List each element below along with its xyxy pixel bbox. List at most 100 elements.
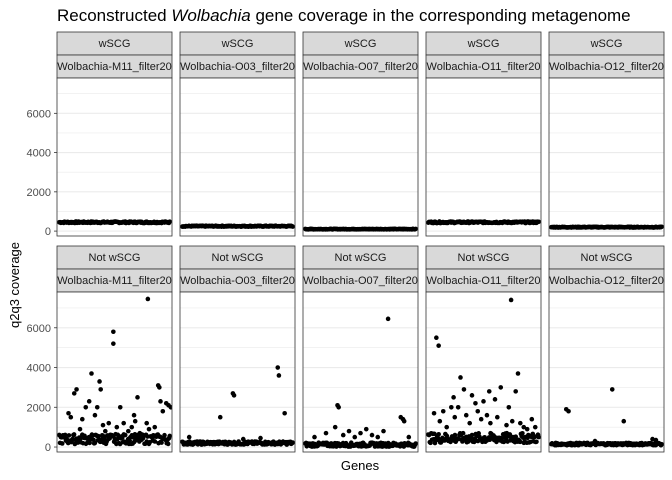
data-point xyxy=(444,424,450,430)
data-point xyxy=(126,428,131,434)
data-point xyxy=(431,431,437,437)
x-axis-title: Genes xyxy=(341,458,380,473)
data-point xyxy=(111,341,116,346)
strip-label-sample: Wolbachia-O12_filter20 xyxy=(549,61,664,73)
data-point xyxy=(282,410,287,416)
data-point xyxy=(162,432,167,438)
strip-label-row: Not wSCG xyxy=(335,252,387,264)
data-point xyxy=(504,422,509,428)
data-point xyxy=(168,404,172,410)
panel-border xyxy=(302,291,419,453)
data-point xyxy=(650,436,655,442)
data-point xyxy=(68,414,74,420)
data-point xyxy=(413,441,418,446)
panel-background xyxy=(549,78,664,236)
panel-background xyxy=(303,78,418,236)
data-point xyxy=(369,432,375,438)
data-point xyxy=(346,428,352,434)
data-point xyxy=(452,432,458,438)
strip-label-sample: Wolbachia-O03_filter20 xyxy=(180,275,295,287)
facet-panel: Not wSCG Wolbachia-O03_filter20 xyxy=(179,245,296,453)
data-point xyxy=(469,393,475,398)
panel-border xyxy=(56,77,173,237)
data-point xyxy=(106,420,112,426)
data-point xyxy=(458,375,463,380)
data-point xyxy=(521,424,527,430)
data-point xyxy=(146,426,152,432)
data-point xyxy=(363,426,369,432)
data-point xyxy=(515,371,521,376)
y-tick-label: 4000 xyxy=(27,363,51,375)
points-group xyxy=(426,297,541,446)
data-point xyxy=(452,414,458,420)
data-point xyxy=(186,434,192,440)
data-point xyxy=(160,408,166,414)
data-point xyxy=(121,420,126,426)
strip-label-sample: Wolbachia-O07_filter20 xyxy=(303,61,418,73)
panel-border xyxy=(302,77,419,237)
data-point xyxy=(566,408,571,414)
y-tick-label: 0 xyxy=(45,226,51,238)
data-point xyxy=(592,438,598,444)
strip-label-row: wSCG xyxy=(98,38,131,50)
data-point xyxy=(132,418,138,424)
data-point xyxy=(94,404,100,410)
data-point xyxy=(413,226,418,232)
data-point xyxy=(448,439,453,445)
data-point xyxy=(312,434,317,440)
data-point xyxy=(276,373,282,378)
panel-border xyxy=(425,291,542,453)
data-point xyxy=(529,416,535,422)
data-point xyxy=(103,428,108,434)
facet-panels: wSCG Wolbachia-M11_filter20 0 2000 4000 6000 w… xyxy=(27,31,665,454)
data-point xyxy=(92,440,98,446)
panel-border xyxy=(425,77,542,237)
data-point xyxy=(536,434,541,440)
panel-background xyxy=(426,78,541,236)
data-point xyxy=(129,424,135,430)
data-point xyxy=(332,424,338,430)
data-point xyxy=(290,224,295,229)
facet-panel: wSCG Wolbachia-M11_filter20 0 2000 4000 6000 xyxy=(27,31,173,238)
data-point xyxy=(381,428,386,434)
strip-label-sample: Wolbachia-O07_filter20 xyxy=(303,275,418,287)
chart-title: Reconstructed Wolbachia gene coverage in… xyxy=(57,6,631,25)
data-point xyxy=(167,219,172,224)
panel-background xyxy=(303,292,418,452)
data-point xyxy=(77,426,83,432)
data-point xyxy=(340,432,346,438)
data-point xyxy=(145,296,151,302)
data-point xyxy=(231,393,237,398)
y-tick-label: 6000 xyxy=(27,323,51,335)
strip-label-row: Not wSCG xyxy=(89,252,141,264)
data-point xyxy=(144,420,149,426)
data-point xyxy=(513,389,518,394)
data-point xyxy=(137,430,143,436)
data-point xyxy=(62,432,68,438)
data-point xyxy=(440,408,446,414)
data-point xyxy=(481,399,486,404)
data-point xyxy=(97,379,102,384)
data-point xyxy=(532,424,538,430)
data-point xyxy=(122,432,128,438)
y-tick-label: 2000 xyxy=(27,187,51,199)
data-point xyxy=(80,416,85,422)
data-point xyxy=(74,387,79,392)
data-point xyxy=(486,389,492,394)
data-point xyxy=(159,440,164,445)
strip-label-row: wSCG xyxy=(221,38,254,50)
data-point xyxy=(509,418,515,424)
strip-label-sample: Wolbachia-O11_filter20 xyxy=(427,61,541,73)
data-point xyxy=(358,430,363,436)
data-point xyxy=(520,430,525,436)
data-point xyxy=(431,410,437,416)
data-point xyxy=(506,404,512,410)
facet-panel: wSCG Wolbachia-O03_filter20 xyxy=(179,31,296,237)
data-point xyxy=(71,391,77,396)
data-point xyxy=(83,404,89,410)
points-group xyxy=(180,365,295,447)
data-point xyxy=(135,395,140,400)
strip-label-sample: Wolbachia-M11_filter20 xyxy=(57,61,172,73)
panel-border xyxy=(56,291,173,453)
